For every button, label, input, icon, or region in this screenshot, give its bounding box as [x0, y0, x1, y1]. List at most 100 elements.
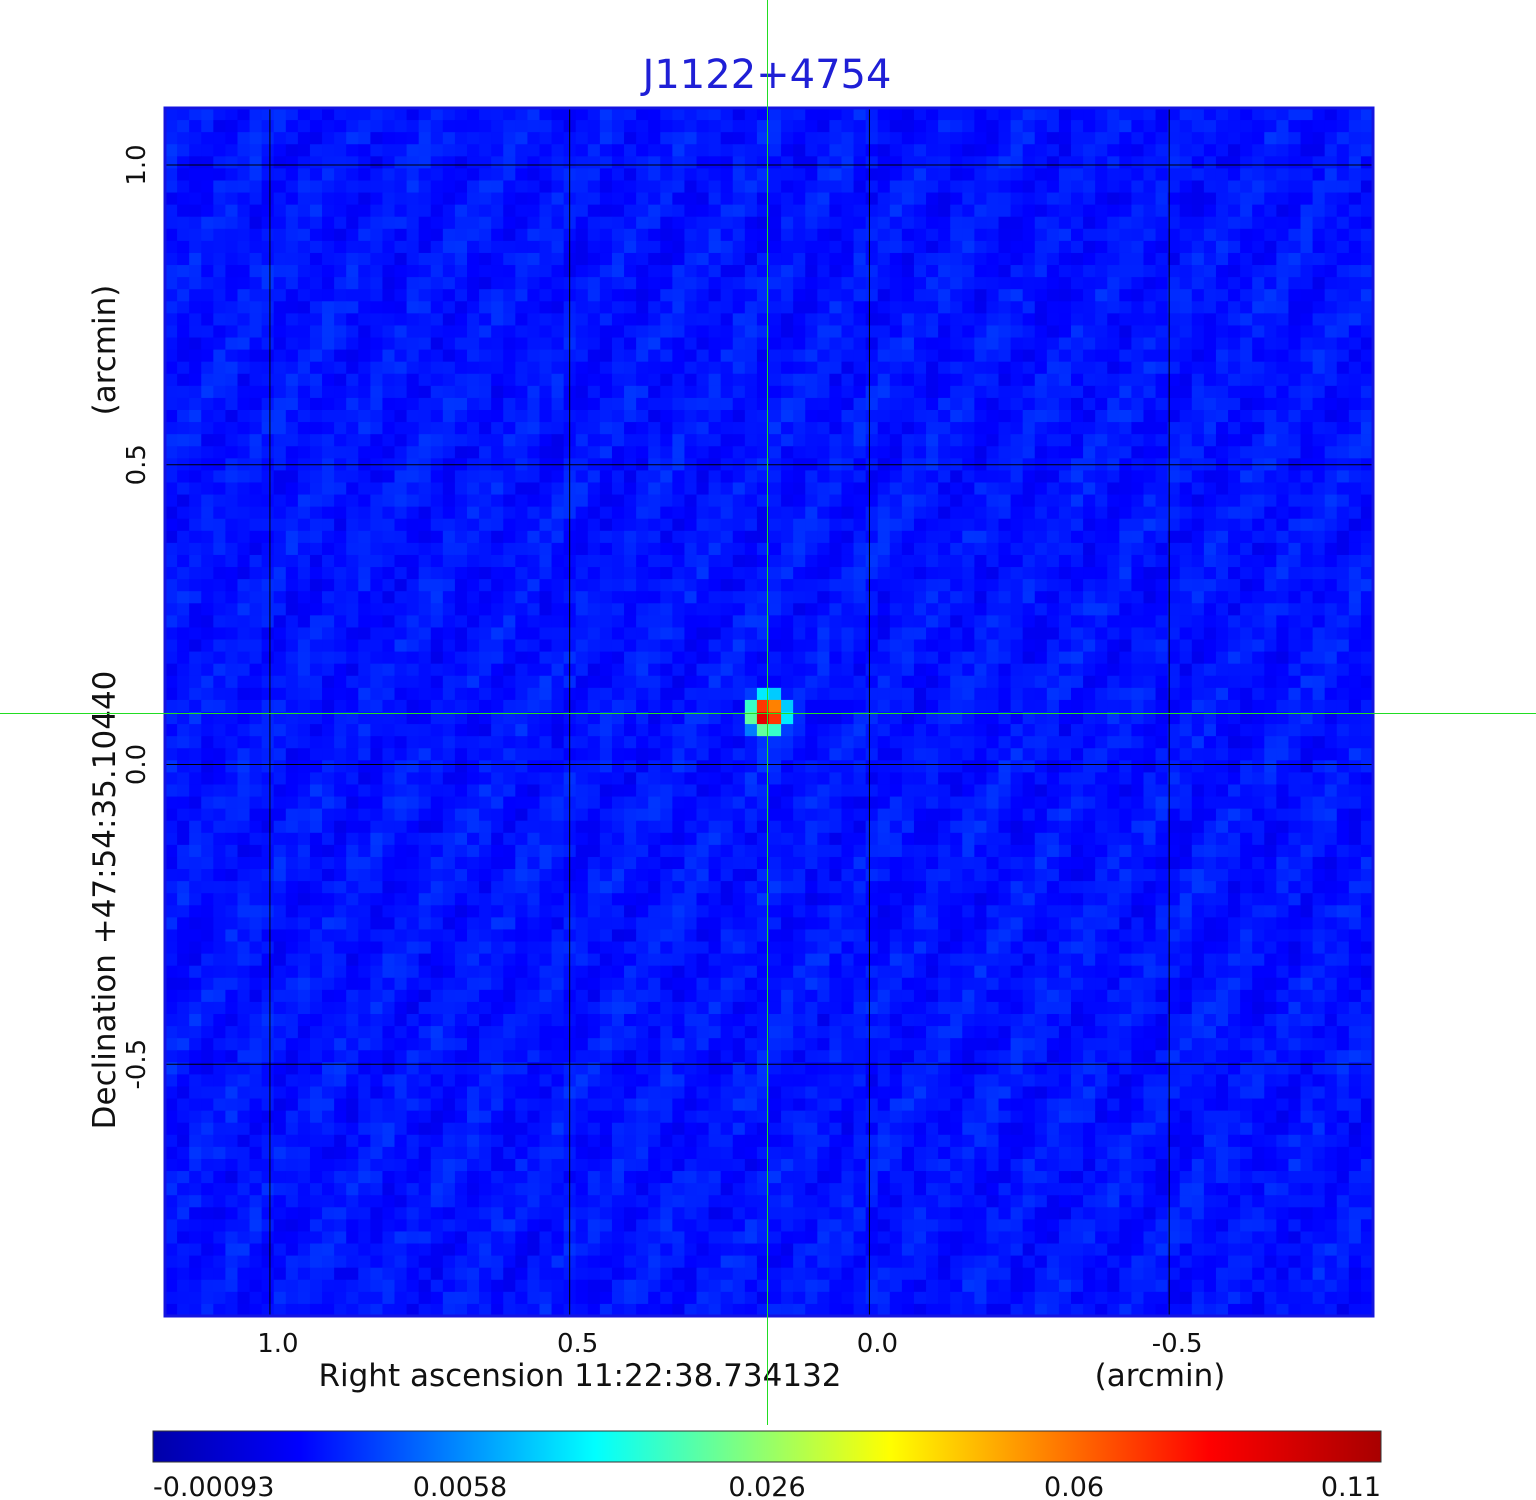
image-pixel [720, 494, 734, 508]
image-pixel [503, 410, 516, 423]
image-pixel [913, 615, 927, 629]
image-pixel [201, 265, 214, 278]
image-pixel [491, 615, 504, 629]
image-pixel [261, 301, 275, 314]
image-pixel [1071, 349, 1084, 363]
image-pixel [696, 204, 710, 218]
image-pixel [358, 494, 371, 508]
image-pixel [865, 337, 879, 351]
image-pixel [744, 216, 758, 230]
image-pixel [829, 252, 843, 266]
image-pixel [817, 385, 830, 399]
image-pixel [442, 216, 456, 230]
image-pixel [346, 542, 359, 556]
image-pixel [177, 373, 190, 387]
image-pixel [1119, 494, 1132, 508]
image-pixel [853, 422, 867, 435]
image-pixel [1228, 373, 1241, 387]
image-pixel [913, 434, 927, 447]
image-pixel [527, 422, 541, 435]
image-pixel [962, 446, 975, 459]
image-pixel [1010, 301, 1024, 314]
image-pixel [575, 639, 589, 653]
image-pixel [793, 579, 806, 592]
image-pixel [986, 615, 1000, 629]
image-pixel [261, 530, 275, 544]
image-pixel [394, 518, 408, 532]
image-pixel [793, 482, 806, 496]
image-pixel [261, 675, 275, 689]
image-pixel [841, 313, 855, 327]
image-pixel [696, 567, 710, 580]
image-pixel [177, 603, 190, 616]
image-pixel [938, 542, 951, 556]
image-pixel [1348, 639, 1362, 653]
image-pixel [684, 627, 698, 641]
image-pixel [732, 627, 746, 641]
image-pixel [1264, 313, 1277, 327]
image-pixel [575, 651, 589, 665]
image-pixel [744, 361, 758, 375]
image-pixel [479, 518, 492, 532]
image-pixel [237, 675, 251, 689]
image-pixel [744, 337, 758, 351]
image-pixel [636, 675, 649, 689]
image-pixel [805, 168, 818, 182]
image-pixel [201, 228, 214, 242]
image-pixel [1252, 663, 1265, 677]
image-pixel [1131, 180, 1145, 194]
image-pixel [636, 144, 649, 157]
image-pixel [1107, 228, 1120, 242]
image-pixel [636, 518, 649, 532]
image-pixel [938, 651, 951, 665]
image-pixel [418, 567, 432, 580]
image-pixel [756, 325, 770, 339]
image-pixel [515, 216, 528, 230]
image-pixel [1071, 168, 1084, 182]
image-pixel [165, 361, 178, 375]
image-pixel [309, 144, 323, 157]
image-pixel [938, 482, 951, 496]
image-pixel [575, 494, 589, 508]
image-pixel [1046, 518, 1060, 532]
image-pixel [660, 591, 673, 604]
image-pixel [599, 627, 613, 641]
image-pixel [1215, 397, 1229, 411]
image-pixel [756, 663, 770, 677]
image-pixel [1336, 567, 1350, 580]
image-pixel [309, 216, 323, 230]
image-pixel [1131, 277, 1145, 290]
image-pixel [1022, 518, 1036, 532]
image-pixel [853, 615, 867, 629]
image-pixel [696, 542, 710, 556]
image-pixel [358, 301, 371, 314]
image-pixel [249, 289, 263, 302]
image-pixel [1264, 639, 1277, 653]
image-pixel [660, 216, 673, 230]
image-pixel [346, 385, 359, 399]
image-pixel [732, 542, 746, 556]
image-pixel [479, 639, 492, 653]
image-pixel [805, 325, 818, 339]
image-pixel [986, 204, 1000, 218]
image-pixel [334, 216, 347, 230]
image-pixel [225, 144, 239, 157]
image-pixel [986, 687, 1000, 701]
image-pixel [938, 120, 951, 133]
image-pixel [660, 410, 673, 423]
image-pixel [708, 687, 722, 701]
image-pixel [1264, 204, 1277, 218]
image-pixel [696, 132, 710, 145]
image-pixel [454, 422, 468, 435]
image-pixel [430, 265, 444, 278]
image-pixel [309, 228, 323, 242]
image-pixel [877, 228, 891, 242]
image-pixel [406, 675, 420, 689]
image-pixel [297, 579, 311, 592]
image-pixel [1203, 337, 1217, 351]
image-pixel [539, 615, 553, 629]
image-pixel [817, 482, 830, 496]
image-pixel [454, 385, 468, 399]
image-pixel [599, 687, 613, 701]
image-pixel [515, 120, 528, 133]
